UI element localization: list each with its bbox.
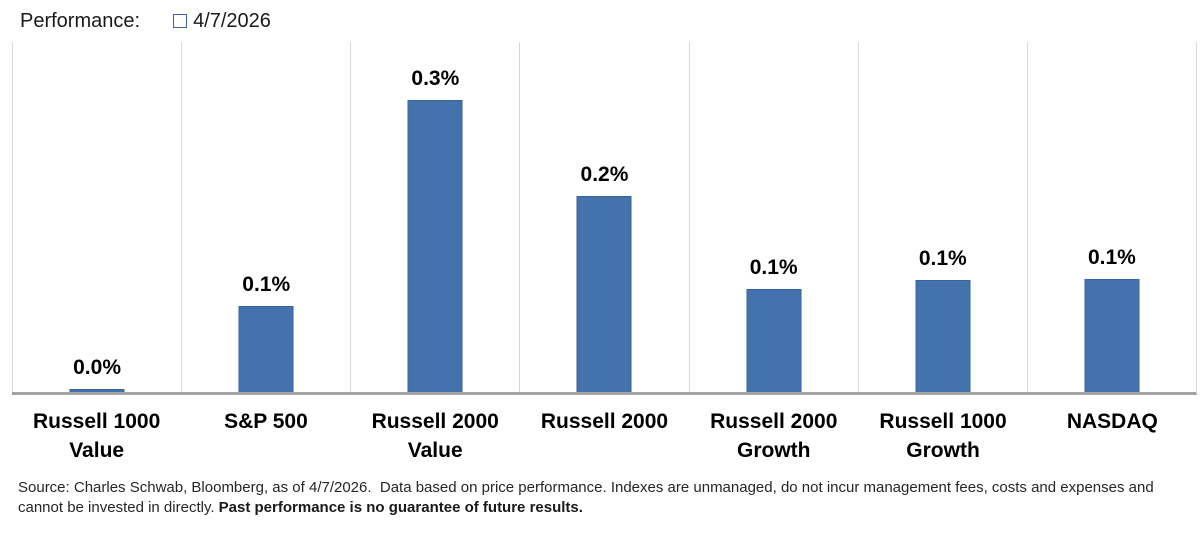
source-note: Source: Charles Schwab, Bloomberg, as of… [0, 478, 1200, 518]
category-slot: 0.0% [12, 42, 181, 392]
chart-title: Performance: [20, 9, 141, 32]
legend-swatch-icon [173, 14, 188, 28]
bar [238, 306, 294, 392]
bar [69, 389, 125, 392]
bar-value-label: 0.1% [1087, 246, 1136, 269]
category-label: S&P 500 [224, 410, 308, 433]
category-slot: 0.1% [688, 42, 858, 392]
x-axis-category-labels: Russell 1000 Value S&P 500 Russell 2000 Va… [12, 395, 1197, 465]
category-label: Russell 1000 Value [33, 410, 161, 462]
category-slot: 0.1% [857, 42, 1027, 392]
source-note-line2-regular: cannot be invested in directly. [18, 499, 219, 516]
bar-value-label: 0.0% [73, 356, 121, 379]
category-slot: 0.1% [181, 42, 350, 392]
source-note-line1: Source: Charles Schwab, Bloomberg, as of… [18, 479, 1154, 496]
bar [746, 289, 802, 392]
category-slot: 0.1% [1026, 42, 1196, 392]
category-label: Russell 2000 Growth [710, 410, 838, 462]
bar-value-label: 0.1% [918, 247, 967, 270]
bar-value-label: 0.3% [411, 67, 460, 90]
chart-header: Performance: 4/7/2026 [0, 0, 1200, 42]
category-slot: 0.2% [519, 42, 688, 392]
category-label: NASDAQ [1066, 410, 1158, 433]
bar-value-label: 0.2% [580, 163, 629, 186]
category-slot: 0.3% [350, 42, 519, 392]
legend-label: 4/7/2026 [193, 9, 271, 32]
bar [576, 196, 632, 392]
bar-value-label: 0.1% [242, 273, 291, 296]
bar [915, 280, 971, 392]
bar-value-label: 0.1% [749, 256, 798, 279]
source-note-line2-bold: Past performance is no guarantee of futu… [218, 499, 583, 516]
legend: 4/7/2026 [173, 10, 271, 33]
plot-area: 0.0% 0.1% 0.3% 0.2% 0.1% 0.1% 0.1% [12, 42, 1197, 395]
bar [1084, 279, 1140, 392]
category-label: Russell 2000 Value [371, 410, 499, 462]
category-label: Russell 2000 [540, 410, 669, 433]
bar [407, 100, 463, 392]
category-label: Russell 1000 Growth [879, 410, 1007, 462]
